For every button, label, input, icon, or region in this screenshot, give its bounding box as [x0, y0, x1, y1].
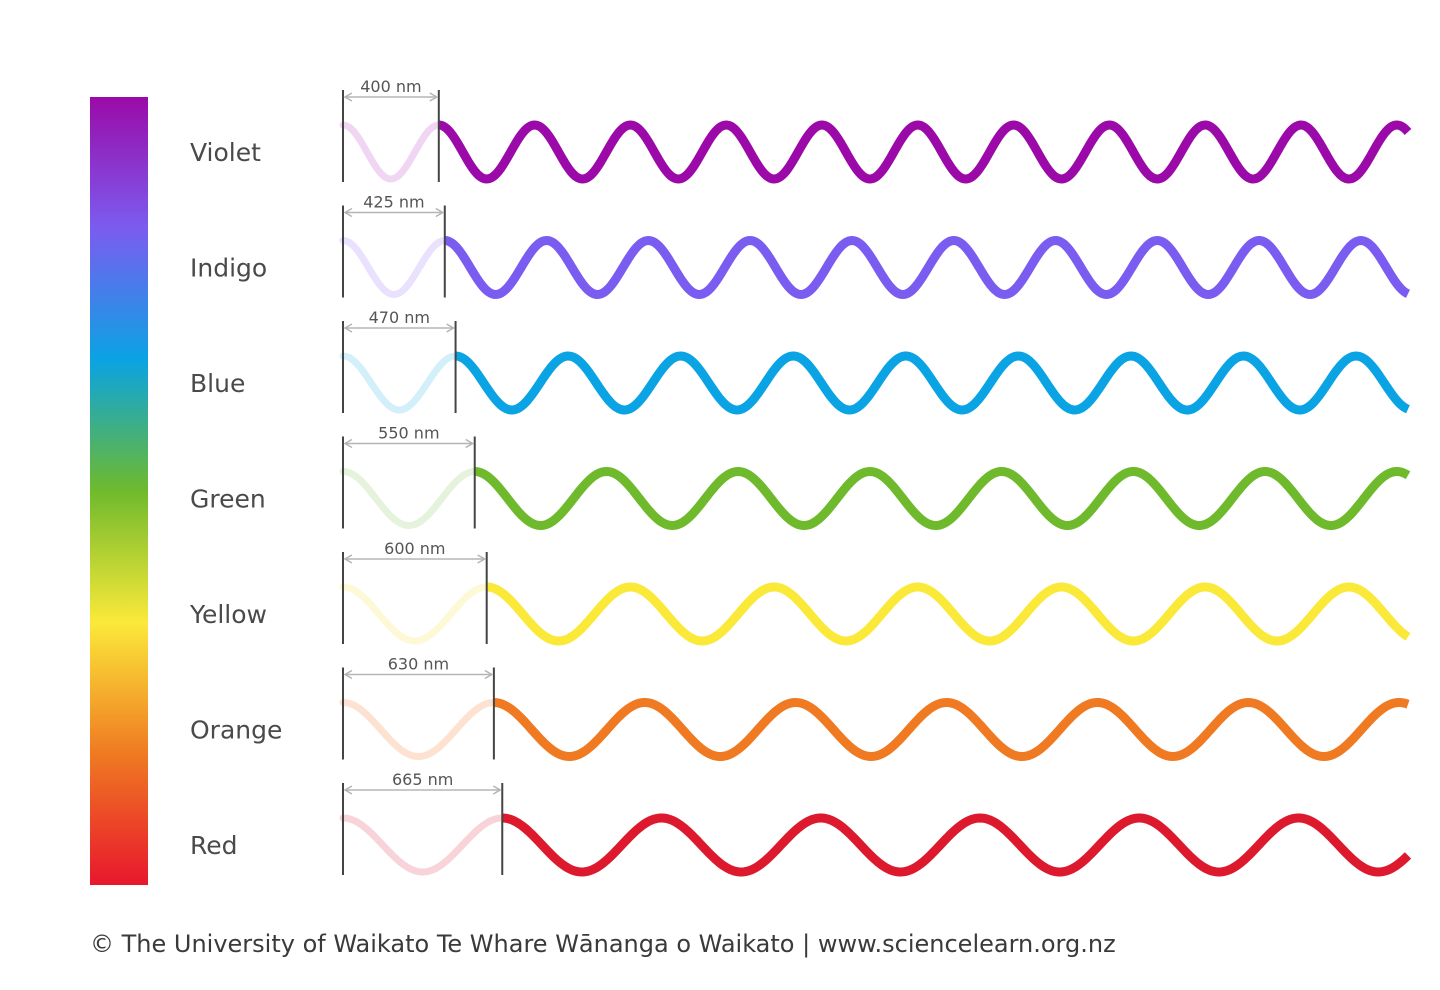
- wave-row-yellow: Yellow 600 nm: [189, 539, 1411, 646]
- color-label-orange: Orange: [190, 716, 282, 745]
- wavelength-label-yellow: 600 nm: [384, 539, 445, 558]
- wavelength-label-indigo: 425 nm: [363, 193, 424, 212]
- wave-row-blue: Blue 470 nm: [190, 308, 1410, 415]
- color-label-violet: Violet: [190, 138, 261, 167]
- wave-yellow: [486, 582, 1411, 646]
- copyright-credit: © The University of Waikato Te Whare Wān…: [90, 930, 1116, 958]
- wave-violet: [438, 120, 1412, 184]
- wave-row-orange: Orange 630 nm: [190, 655, 1410, 762]
- wavelength-label-red: 665 nm: [392, 770, 453, 789]
- wavelength-arrow: [343, 669, 494, 680]
- reference-cycle-green: [339, 468, 479, 530]
- color-label-indigo: Indigo: [190, 254, 267, 283]
- reference-cycle-blue: [339, 352, 460, 414]
- wave-row-green: Green 550 nm: [190, 424, 1411, 531]
- wave-green: [474, 466, 1411, 531]
- color-label-blue: Blue: [190, 369, 245, 398]
- wave-orange: [493, 697, 1410, 762]
- wavelength-arrow: [343, 92, 439, 102]
- reference-cycle-orange: [339, 699, 498, 761]
- wave-blue: [455, 351, 1410, 415]
- reference-cycle-indigo: [339, 237, 449, 298]
- wavelength-arrow: [343, 438, 475, 449]
- wave-red: [502, 813, 1412, 877]
- wavelength-arrow: [343, 207, 445, 218]
- wavelength-label-violet: 400 nm: [360, 77, 421, 96]
- wavelength-label-orange: 630 nm: [388, 655, 449, 674]
- reference-cycle-violet: [339, 121, 443, 183]
- wavelength-arrow: [343, 554, 487, 564]
- reference-cycle-red: [339, 814, 506, 876]
- spectrum-bar: [90, 97, 148, 885]
- wave-row-red: Red 665 nm: [190, 770, 1412, 877]
- color-label-yellow: Yellow: [189, 600, 267, 629]
- wavelength-label-green: 550 nm: [378, 424, 439, 443]
- wave-row-violet: Violet 400 nm: [190, 77, 1412, 184]
- wavelength-arrow: [343, 323, 456, 333]
- wave-indigo: [444, 235, 1410, 300]
- color-label-green: Green: [190, 485, 266, 514]
- wavelength-label-blue: 470 nm: [369, 308, 430, 327]
- wavelength-arrow: [343, 785, 502, 795]
- reference-cycle-yellow: [339, 583, 491, 645]
- wave-row-indigo: Indigo 425 nm: [190, 193, 1410, 300]
- color-label-red: Red: [190, 831, 238, 860]
